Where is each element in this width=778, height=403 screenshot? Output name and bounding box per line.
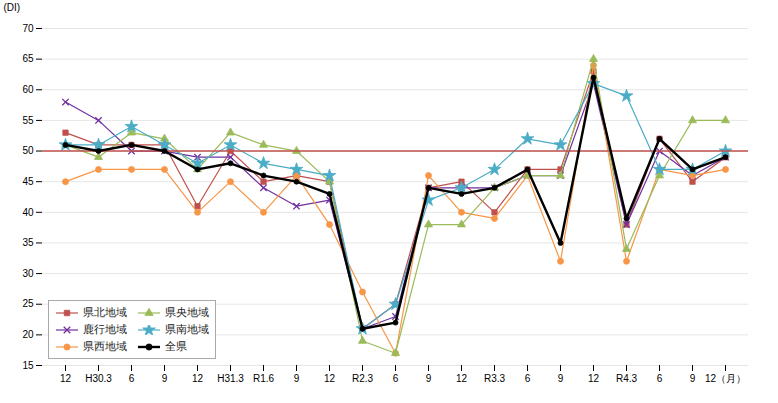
svg-text:12: 12 — [456, 373, 468, 384]
svg-text:12: 12 — [192, 373, 204, 384]
svg-text:15: 15 — [22, 360, 34, 371]
svg-text:65: 65 — [22, 53, 34, 64]
svg-text:R1.6: R1.6 — [253, 373, 275, 384]
svg-text:6: 6 — [129, 373, 135, 384]
svg-text:12（月）: 12（月） — [705, 373, 746, 384]
svg-text:9: 9 — [558, 373, 564, 384]
svg-text:R3.3: R3.3 — [484, 373, 506, 384]
svg-text:60: 60 — [22, 84, 34, 95]
svg-text:6: 6 — [525, 373, 531, 384]
html-text:県西地域: 県西地域 — [83, 340, 127, 352]
svg-text:35: 35 — [22, 237, 34, 248]
svg-text:6: 6 — [393, 373, 399, 384]
svg-text:12: 12 — [588, 373, 600, 384]
svg-text:9: 9 — [162, 373, 168, 384]
svg-text:H30.3: H30.3 — [85, 373, 112, 384]
html-text:県南地域: 県南地域 — [165, 323, 209, 335]
svg-text:25: 25 — [22, 298, 34, 309]
svg-text:30: 30 — [22, 268, 34, 279]
svg-text:9: 9 — [294, 373, 300, 384]
html-text:県北地域: 県北地域 — [83, 306, 127, 318]
svg-text:12: 12 — [60, 373, 72, 384]
svg-text:50: 50 — [22, 145, 34, 156]
svg-text:70: 70 — [22, 23, 34, 34]
svg-text:20: 20 — [22, 329, 34, 340]
html-text:県央地域: 県央地域 — [165, 306, 209, 318]
svg-text:6: 6 — [657, 373, 663, 384]
svg-text:(DI): (DI) — [4, 2, 21, 13]
svg-text:40: 40 — [22, 207, 34, 218]
svg-text:9: 9 — [690, 373, 696, 384]
svg-text:R2.3: R2.3 — [352, 373, 374, 384]
html-text:全県: 全県 — [165, 340, 187, 352]
svg-text:R4.3: R4.3 — [616, 373, 638, 384]
svg-text:12: 12 — [324, 373, 336, 384]
svg-text:H31.3: H31.3 — [217, 373, 244, 384]
svg-text:55: 55 — [22, 115, 34, 126]
html-text:鹿行地域: 鹿行地域 — [83, 323, 127, 335]
svg-text:9: 9 — [426, 373, 432, 384]
svg-text:45: 45 — [22, 176, 34, 187]
